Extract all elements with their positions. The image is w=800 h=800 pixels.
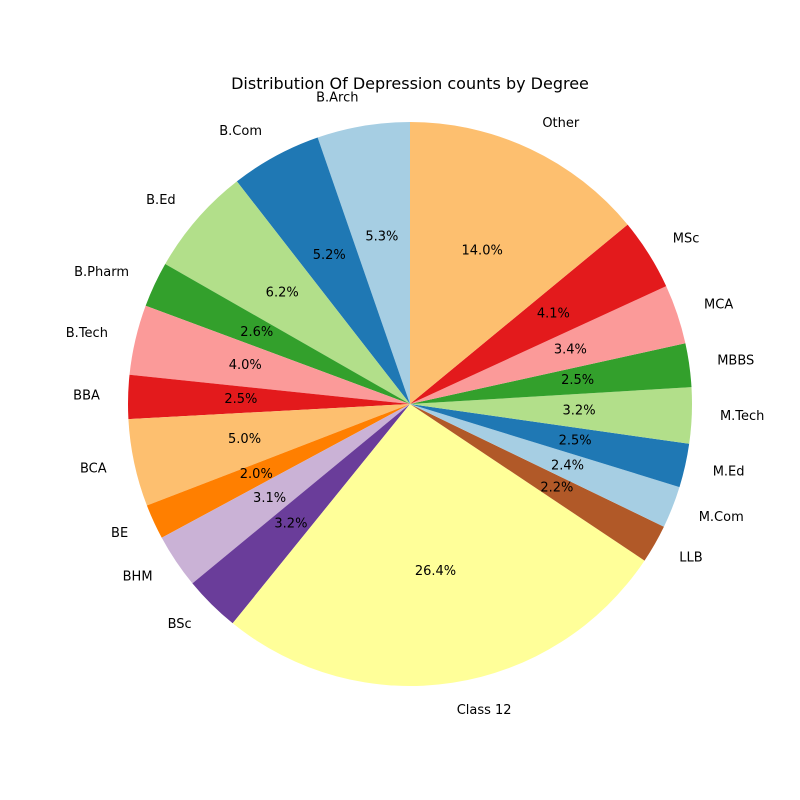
category-label-class-12: Class 12: [457, 703, 512, 718]
category-label-bba: BBA: [73, 389, 100, 404]
pie-slice-b-ed: [165, 181, 410, 404]
percent-label-m-ed: 2.5%: [559, 433, 592, 448]
pie-slice-b-com: [236, 137, 410, 405]
percent-label-b-tech: 4.0%: [229, 358, 262, 373]
pie-slice-other: [410, 122, 628, 404]
pie-slice-msc: [410, 224, 667, 404]
category-label-b-com: B.Com: [219, 124, 262, 139]
category-label-m-tech: M.Tech: [720, 409, 764, 424]
percent-label-bsc: 3.2%: [274, 517, 307, 532]
percent-label-bca: 5.0%: [228, 432, 261, 447]
percent-label-bhm: 3.1%: [253, 491, 286, 506]
chart-title: Distribution Of Depression counts by Deg…: [231, 74, 589, 93]
percent-label-other: 14.0%: [462, 243, 503, 258]
percent-label-m-com: 2.4%: [551, 458, 584, 473]
pie-slice-bca: [128, 404, 410, 506]
pie-slice-mca: [410, 286, 686, 404]
category-label-b-ed: B.Ed: [146, 193, 176, 208]
pie-slice-bsc: [192, 404, 410, 624]
pie-slice-bba: [127, 374, 410, 420]
pie-slice-b-arch: [317, 122, 410, 404]
percent-label-m-tech: 3.2%: [563, 403, 596, 418]
percent-label-msc: 4.1%: [537, 307, 570, 322]
percent-labels: 5.3% 5.2% 6.2% 2.6% 4.0% 2.5% 5.0% 2.0% 3.1% 3.2%…: [224, 230, 595, 579]
percent-label-mbbs: 2.5%: [561, 373, 594, 388]
percent-label-be: 2.0%: [240, 467, 273, 482]
category-label-m-com: M.Com: [699, 510, 744, 525]
percent-label-b-pharm: 2.6%: [240, 325, 273, 340]
category-label-msc: MSc: [673, 232, 700, 247]
percent-label-bba: 2.5%: [224, 392, 257, 407]
pie-slice-bhm: [161, 404, 410, 584]
pie-slice-b-tech: [129, 305, 410, 404]
category-label-bhm: BHM: [123, 570, 153, 585]
pie-slice-m-ed: [410, 404, 690, 488]
percent-label-b-arch: 5.3%: [365, 230, 398, 245]
percent-label-b-com: 5.2%: [313, 248, 346, 263]
category-label-b-tech: B.Tech: [66, 326, 108, 341]
pie-slice-be: [146, 404, 410, 538]
percent-label-llb: 2.2%: [540, 480, 573, 495]
pie-slice-m-com: [410, 404, 680, 527]
category-label-llb: LLB: [679, 550, 702, 565]
category-label-bsc: BSc: [168, 617, 192, 632]
pie-slice-class-12: [232, 404, 645, 687]
category-label-b-arch: B.Arch: [316, 91, 358, 106]
category-label-bca: BCA: [80, 461, 107, 476]
percent-label-class-12: 26.4%: [415, 564, 456, 579]
percent-label-b-ed: 6.2%: [266, 286, 299, 301]
pie-slice-m-tech: [410, 387, 693, 444]
pie-slice-mbbs: [410, 343, 692, 404]
pie-slice-b-pharm: [145, 264, 410, 404]
category-labels: B.Arch B.Com B.Ed B.Pharm B.Tech BBA BCA BE BHM B…: [66, 91, 765, 719]
pie-slices: [127, 122, 693, 687]
category-label-mca: MCA: [704, 298, 733, 313]
category-label-mbbs: MBBS: [717, 354, 754, 369]
category-label-m-ed: M.Ed: [713, 464, 745, 479]
percent-label-mca: 3.4%: [554, 343, 587, 358]
category-label-be: BE: [111, 526, 128, 541]
category-label-b-pharm: B.Pharm: [74, 265, 129, 280]
category-label-other: Other: [542, 116, 580, 131]
pie-slice-llb: [410, 404, 664, 561]
